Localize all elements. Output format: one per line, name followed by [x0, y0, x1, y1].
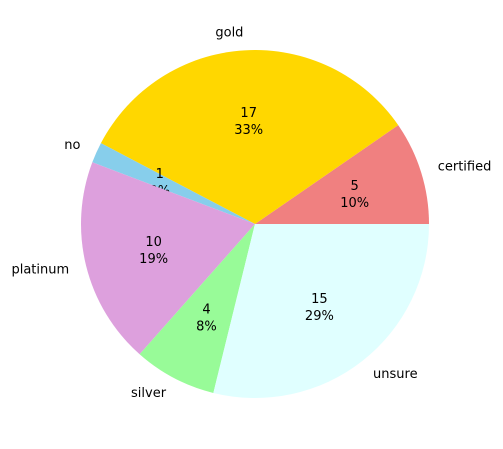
- slice-value-label-certified: 5 10%: [340, 179, 369, 211]
- slice-label-certified: certified: [438, 160, 492, 175]
- slice-value-label-silver: 4 8%: [196, 302, 217, 334]
- slice-count-silver: 4: [202, 302, 210, 317]
- slice-value-label-unsure: 15 29%: [305, 292, 334, 324]
- slice-label-unsure: unsure: [373, 367, 418, 382]
- slice-count-platinum: 10: [145, 235, 162, 250]
- slice-percent-gold: 33%: [234, 123, 263, 138]
- pie-slice-platinum: [81, 162, 255, 355]
- slice-value-label-platinum: 10 19%: [139, 235, 168, 267]
- slice-percent-silver: 8%: [196, 319, 217, 334]
- slice-percent-unsure: 29%: [305, 309, 334, 324]
- pie-slice-silver: [139, 224, 255, 393]
- slice-count-certified: 5: [351, 179, 359, 194]
- slice-value-label-gold: 17 33%: [234, 106, 263, 138]
- pie-slice-gold: [100, 50, 399, 224]
- slice-label-platinum: platinum: [11, 262, 69, 277]
- slice-label-gold: gold: [215, 25, 243, 40]
- slice-count-unsure: 15: [311, 292, 328, 307]
- pie-slice-certified: [255, 125, 429, 224]
- pie-slice-no: [92, 143, 255, 224]
- slice-percent-certified: 10%: [340, 196, 369, 211]
- slice-count-no: 1: [156, 167, 164, 182]
- slice-label-no: no: [64, 138, 80, 153]
- slice-count-gold: 17: [240, 106, 257, 121]
- pie-slice-unsure: [213, 224, 429, 398]
- slice-percent-platinum: 19%: [139, 252, 168, 267]
- slice-label-silver: silver: [131, 386, 167, 401]
